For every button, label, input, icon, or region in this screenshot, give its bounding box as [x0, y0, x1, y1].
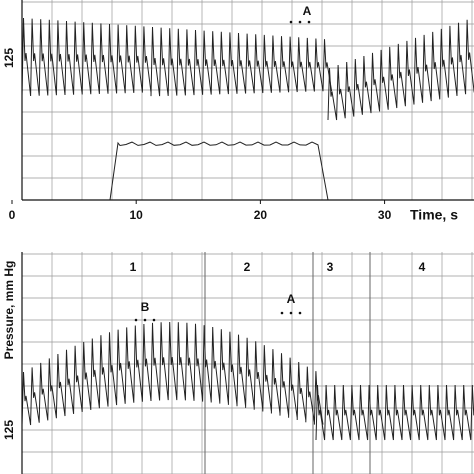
grid: [21, 0, 474, 474]
annotation-dot: [134, 318, 138, 322]
phase-label: 2: [244, 260, 251, 274]
x-tick-label: 10: [130, 208, 144, 222]
annotation-dot: [143, 318, 147, 322]
pressure-trace: [21, 17, 333, 97]
annotation-dot: [289, 20, 293, 24]
top-y-tick-label: 125: [2, 48, 16, 68]
phase-label: 3: [327, 260, 334, 274]
stimulus-trace: [109, 141, 329, 201]
annotation-dot: [307, 20, 311, 24]
annotation: B: [141, 300, 150, 314]
phase-label: 4: [419, 260, 426, 274]
pressure-trace: [21, 321, 324, 426]
x-tick-label: 0: [9, 208, 16, 222]
pressure-trace: [327, 19, 474, 121]
x-tick-label: 20: [254, 208, 268, 222]
x-axis-label: Time, s: [410, 207, 458, 223]
bottom-y-label: Pressure, mm Hg: [2, 261, 16, 360]
pressure-trace: [315, 384, 474, 441]
x-tick-label: 30: [378, 208, 392, 222]
annotation-dot: [298, 20, 302, 24]
annotation: A: [287, 292, 296, 306]
annotation-dot: [298, 311, 302, 315]
annotation: A: [303, 4, 312, 18]
bottom-y-tick-label: 125: [2, 420, 16, 440]
traces: [21, 17, 474, 441]
annotation-dot: [280, 311, 284, 315]
phase-label: 1: [130, 260, 137, 274]
annotation-dot: [289, 311, 293, 315]
annotation-dot: [152, 318, 156, 322]
